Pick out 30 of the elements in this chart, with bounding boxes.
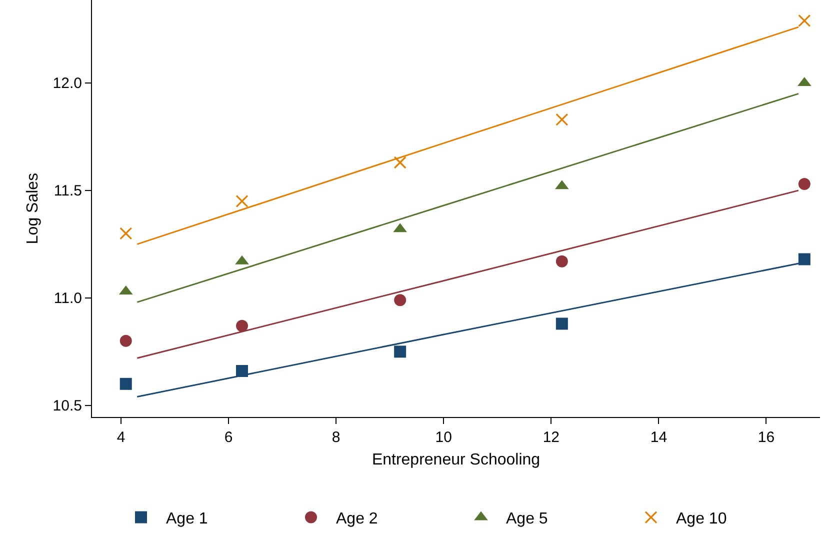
- point: [556, 318, 568, 330]
- x-tick-label: 12: [542, 429, 560, 446]
- x-tick-label: 8: [332, 429, 340, 446]
- x-tick-label: 6: [224, 429, 233, 446]
- x-tick-label: 14: [650, 429, 668, 446]
- point: [556, 255, 568, 268]
- point: [394, 346, 406, 358]
- legend-label: Age 1: [166, 510, 208, 528]
- point: [120, 334, 132, 347]
- point: [120, 378, 132, 390]
- point: [394, 294, 406, 306]
- point: [798, 253, 810, 266]
- point: [120, 227, 132, 240]
- y-tick-label: 12.0: [52, 75, 82, 92]
- y-axis-title: Log Sales: [24, 172, 42, 244]
- point: [798, 178, 810, 190]
- legend-label: Age 10: [676, 510, 727, 528]
- x-tick-label: 16: [758, 429, 775, 446]
- legend-label: Age 2: [336, 510, 378, 528]
- x-tick-label: 10: [435, 429, 452, 446]
- point: [236, 320, 248, 332]
- legend-label: Age 5: [506, 510, 548, 528]
- point: [236, 194, 248, 208]
- x-tick-label: 4: [116, 429, 126, 446]
- y-tick-label: 11.5: [54, 182, 82, 200]
- point: [556, 113, 568, 126]
- point: [394, 156, 406, 169]
- x-axis-title: Entrepreneur Schooling: [372, 452, 540, 469]
- y-tick-label: 11.0: [54, 290, 82, 308]
- y-tick-label: 10.5: [52, 398, 82, 415]
